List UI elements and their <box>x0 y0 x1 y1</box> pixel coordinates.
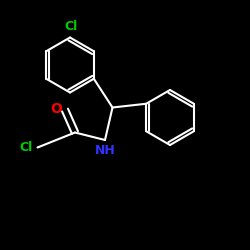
Text: Cl: Cl <box>64 20 78 33</box>
Text: Cl: Cl <box>20 141 33 154</box>
Text: O: O <box>50 102 62 116</box>
Text: NH: NH <box>94 144 116 157</box>
